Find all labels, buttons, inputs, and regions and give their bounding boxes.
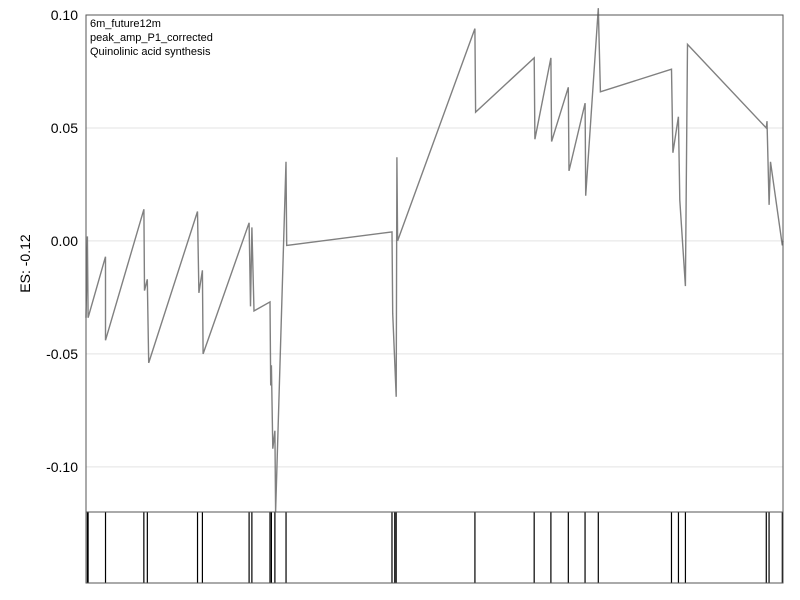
hit-rug-layer [86, 512, 783, 583]
plot-area-frame [85, 14, 784, 513]
y-tick-label: -0.05 [46, 346, 78, 362]
y-axis-ticks: 0.10 0.05 0.00 -0.05 -0.10 [46, 7, 78, 475]
rug-area-frame [85, 511, 784, 584]
annotation-line-2: peak_amp_P1_corrected [90, 32, 213, 44]
annotation-block: 6m_future12m peak_amp_P1_corrected Quino… [90, 18, 213, 58]
y-tick-label: 0.05 [51, 120, 78, 136]
y-tick-label: 0.00 [51, 233, 78, 249]
annotation-line-3: Quinolinic acid synthesis [90, 46, 211, 58]
annotation-line-1: 6m_future12m [90, 18, 161, 30]
plot-frame [85, 14, 784, 584]
grid-layer [86, 14, 783, 468]
enrichment-score-line [85, 8, 784, 513]
y-tick-label: -0.10 [46, 459, 78, 475]
y-axis-label: ES: -0.12 [17, 234, 33, 293]
enrichment-line-layer [85, 8, 784, 513]
y-tick-label: 0.10 [51, 7, 78, 23]
